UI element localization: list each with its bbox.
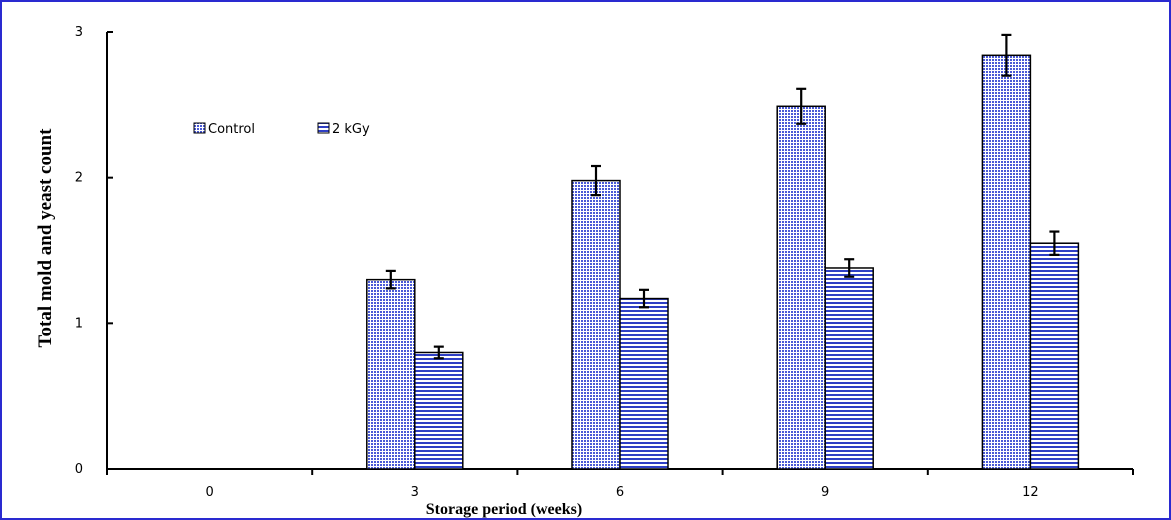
bar-control-6 [571,179,621,470]
legend-label-control: Control [208,122,255,137]
x-tick-label: 9 [821,485,829,500]
bar-control-3 [366,278,416,470]
y-tick-label: 0 [75,462,83,477]
x-tick-label: 6 [616,485,624,500]
bar-2kgy-12 [1029,242,1080,470]
y-axis-title: Total mold and yeast count [35,128,56,348]
x-tick-label: 0 [205,485,213,500]
bar-2kgy-6 [619,297,669,470]
y-tick-label: 2 [75,171,83,186]
bar-control-9 [776,105,826,470]
bar-control-12 [981,54,1032,470]
legend: Control 2 kGy [193,122,370,137]
x-tick-label: 12 [1022,485,1039,500]
legend-label-2kgy: 2 kGy [332,122,370,137]
bar-2kgy-3 [414,351,464,470]
legend-swatch-2kgy [317,122,330,134]
y-tick-label: 3 [75,25,83,40]
y-tick-label: 1 [75,316,83,331]
x-axis-title: Storage period (weeks) [426,501,582,518]
x-tick-label: 3 [411,485,419,500]
legend-swatch-control [193,122,206,134]
bar-2kgy-9 [824,267,874,470]
